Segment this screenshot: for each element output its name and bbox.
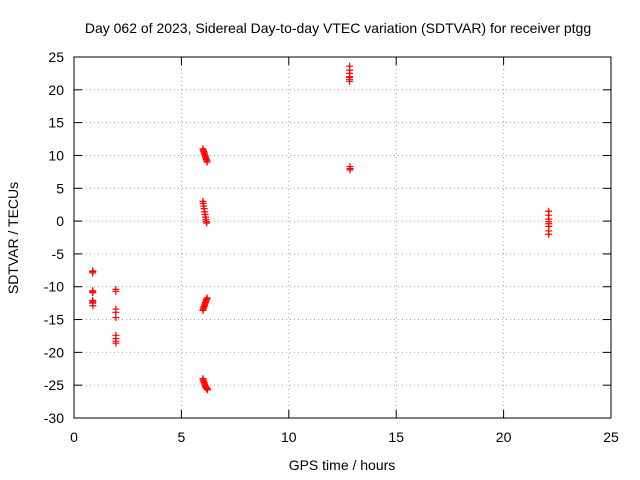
x-tick-label: 10: [281, 429, 297, 445]
plot-frame: [73, 56, 612, 419]
y-tick-labels: 25 20 15 10 5 0 -5 -10 -15 -20 -25 -30: [44, 49, 64, 426]
data-point: [545, 230, 553, 238]
data-point: [346, 73, 354, 81]
grid-lines: [74, 57, 611, 418]
y-tick-label: -5: [52, 246, 65, 262]
x-tick-label: 5: [178, 429, 186, 445]
data-point: [112, 339, 120, 347]
x-tick-label: 25: [603, 429, 619, 445]
x-tick-labels: 0 5 10 15 20 25: [70, 429, 619, 445]
data-points: [89, 62, 553, 394]
data-point: [89, 287, 97, 295]
y-tick-label: 15: [48, 115, 64, 131]
y-tick-label: 20: [48, 82, 64, 98]
axis-ticks: [73, 56, 612, 419]
data-point: [203, 158, 211, 166]
y-tick-label: -20: [44, 344, 64, 360]
data-point: [203, 219, 211, 227]
data-point: [89, 298, 97, 306]
x-tick-label: 20: [496, 429, 512, 445]
y-tick-label: -10: [44, 279, 64, 295]
y-tick-label: -25: [44, 377, 64, 393]
x-tick-label: 0: [70, 429, 78, 445]
data-point: [346, 166, 354, 174]
y-tick-label: 5: [56, 180, 64, 196]
y-tick-label: 25: [48, 49, 64, 65]
data-point: [204, 386, 212, 394]
y-tick-label: 10: [48, 147, 64, 163]
data-point: [112, 314, 120, 322]
data-point: [89, 268, 97, 276]
data-point: [112, 287, 120, 295]
x-tick-label: 15: [388, 429, 404, 445]
y-tick-label: -30: [44, 410, 64, 426]
y-tick-label: -15: [44, 312, 64, 328]
chart-title: Day 062 of 2023, Sidereal Day-to-day VTE…: [85, 20, 591, 36]
y-axis-label: SDTVAR / TECUs: [5, 182, 21, 294]
y-tick-label: 0: [56, 213, 64, 229]
data-point: [203, 294, 211, 302]
x-axis-label: GPS time / hours: [289, 457, 396, 473]
